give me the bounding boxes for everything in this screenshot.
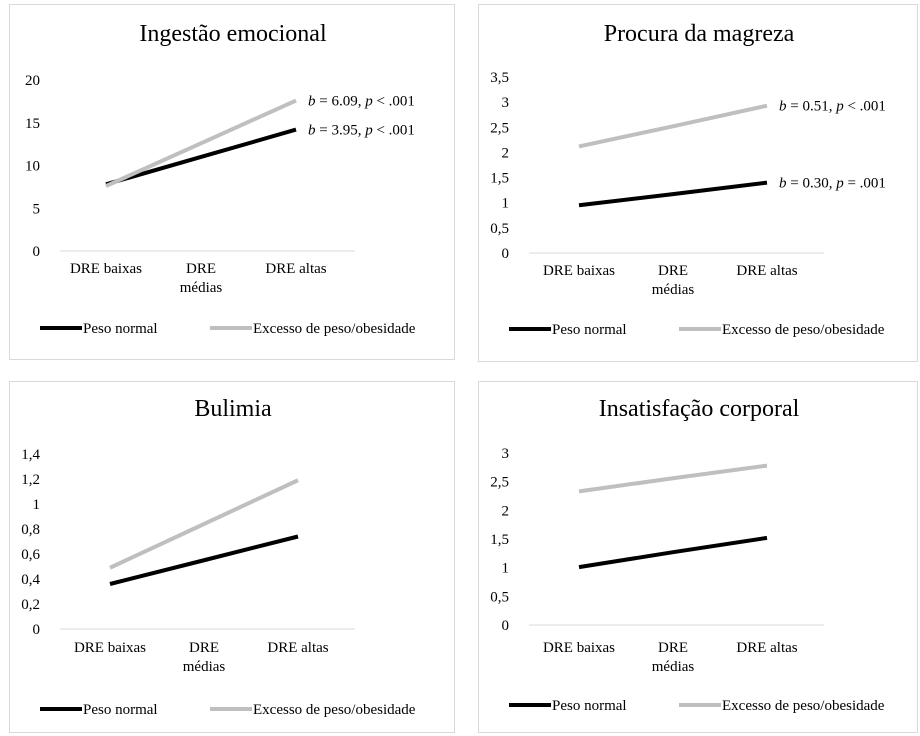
y-tick-label: 0 bbox=[33, 622, 41, 638]
series-line-peso-normal bbox=[578, 180, 768, 208]
chart-panel-bulimia: Bulimia 0 0,2 0,4 0,6 0,8 1 1,2 1,4 DRE baixas DRE… bbox=[9, 381, 455, 733]
chart-panel-procura-da-magreza: Procura da magreza 0 0,5 1 1,5 2 2,5 3 3,5 DRE ba… bbox=[478, 4, 918, 362]
y-tick-label: 15 bbox=[25, 116, 40, 132]
x-tick-label: DRE médias bbox=[652, 640, 695, 675]
series-line-excesso-de-peso bbox=[109, 478, 299, 570]
x-tick-label: DRE altas bbox=[736, 640, 797, 656]
y-tick-label: 2 bbox=[502, 145, 510, 161]
legend-label: Peso normal bbox=[552, 322, 627, 338]
legend-label: Peso normal bbox=[552, 698, 627, 714]
y-tick-label: 0,8 bbox=[21, 522, 40, 538]
chart-title: Insatisfação corporal bbox=[599, 396, 800, 422]
series-line-excesso-de-peso bbox=[578, 103, 768, 149]
chart-panel-insatisfacao-corporal: Insatisfação corporal 0 0,5 1 1,5 2 2,5 3 DRE ba… bbox=[478, 381, 918, 733]
legend-label: Peso normal bbox=[83, 702, 158, 718]
x-tick-label: DRE médias bbox=[183, 640, 226, 675]
slope-annotation: b = 6.09, p < .001 bbox=[308, 94, 415, 110]
line-chart: Procura da magreza 0 0,5 1 1,5 2 2,5 3 3,5 DRE ba… bbox=[490, 21, 886, 338]
chart-title: Bulimia bbox=[194, 396, 272, 422]
y-tick-label: 10 bbox=[25, 159, 40, 175]
x-tick-label: DRE baixas bbox=[543, 263, 615, 279]
y-tick-label: 20 bbox=[25, 73, 40, 89]
y-tick-label: 1,5 bbox=[490, 171, 509, 187]
y-tick-label: 1,4 bbox=[21, 447, 40, 463]
y-tick-label: 0 bbox=[502, 618, 510, 634]
y-tick-label: 1 bbox=[33, 497, 41, 513]
x-tick-label: DRE médias bbox=[180, 261, 223, 296]
x-tick-label: DRE baixas bbox=[543, 640, 615, 656]
line-chart: Bulimia 0 0,2 0,4 0,6 0,8 1 1,2 1,4 DRE baixas DRE… bbox=[21, 396, 416, 718]
chart-title: Procura da magreza bbox=[604, 21, 795, 47]
series-line-excesso-de-peso bbox=[578, 463, 768, 494]
x-tick-label: DRE médias bbox=[652, 263, 695, 298]
slope-annotation: b = 0.30, p = .001 bbox=[779, 176, 886, 192]
chart-title: Ingestão emocional bbox=[139, 21, 327, 47]
legend-label: Peso normal bbox=[83, 321, 158, 337]
y-tick-label: 0 bbox=[502, 246, 510, 262]
y-tick-label: 0,2 bbox=[21, 597, 40, 613]
legend-label: Excesso de peso/obesidade bbox=[722, 322, 885, 338]
y-tick-label: 3,5 bbox=[490, 70, 509, 86]
y-tick-label: 2,5 bbox=[490, 475, 509, 491]
line-chart: Ingestão emocional 0 5 10 15 20 DRE baixas DRE m… bbox=[25, 21, 416, 337]
y-tick-label: 1,5 bbox=[490, 532, 509, 548]
x-tick-label: DRE altas bbox=[265, 261, 326, 277]
series-line-peso-normal bbox=[578, 535, 768, 570]
y-tick-label: 5 bbox=[33, 201, 41, 217]
y-tick-label: 0,5 bbox=[490, 221, 509, 237]
series-line-peso-normal bbox=[109, 534, 299, 586]
y-tick-label: 0,5 bbox=[490, 589, 509, 605]
chart-panel-ingestao-emocional: Ingestão emocional 0 5 10 15 20 DRE baixas DRE m… bbox=[9, 4, 455, 360]
legend-label: Excesso de peso/obesidade bbox=[253, 321, 416, 337]
y-tick-label: 1 bbox=[502, 196, 510, 212]
legend-label: Excesso de peso/obesidade bbox=[722, 698, 885, 714]
line-chart: Insatisfação corporal 0 0,5 1 1,5 2 2,5 3 DRE ba… bbox=[490, 396, 885, 714]
series-line-excesso-de-peso bbox=[105, 98, 297, 188]
legend-label: Excesso de peso/obesidade bbox=[253, 702, 416, 718]
slope-annotation: b = 0.51, p < .001 bbox=[779, 99, 886, 115]
x-tick-label: DRE altas bbox=[736, 263, 797, 279]
y-tick-label: 3 bbox=[502, 95, 510, 111]
x-tick-label: DRE altas bbox=[267, 640, 328, 656]
x-tick-label: DRE baixas bbox=[74, 640, 146, 656]
slope-annotation: b = 3.95, p < .001 bbox=[308, 123, 415, 139]
y-tick-label: 1 bbox=[502, 561, 510, 577]
y-tick-label: 2 bbox=[502, 503, 510, 519]
y-tick-label: 3 bbox=[502, 446, 510, 462]
series-line-peso-normal bbox=[105, 127, 297, 187]
y-tick-label: 0,6 bbox=[21, 547, 40, 563]
y-tick-label: 2,5 bbox=[490, 120, 509, 136]
y-tick-label: 0 bbox=[33, 244, 41, 260]
x-tick-label: DRE baixas bbox=[70, 261, 142, 277]
y-tick-label: 0,4 bbox=[21, 572, 40, 588]
y-tick-label: 1,2 bbox=[21, 472, 40, 488]
